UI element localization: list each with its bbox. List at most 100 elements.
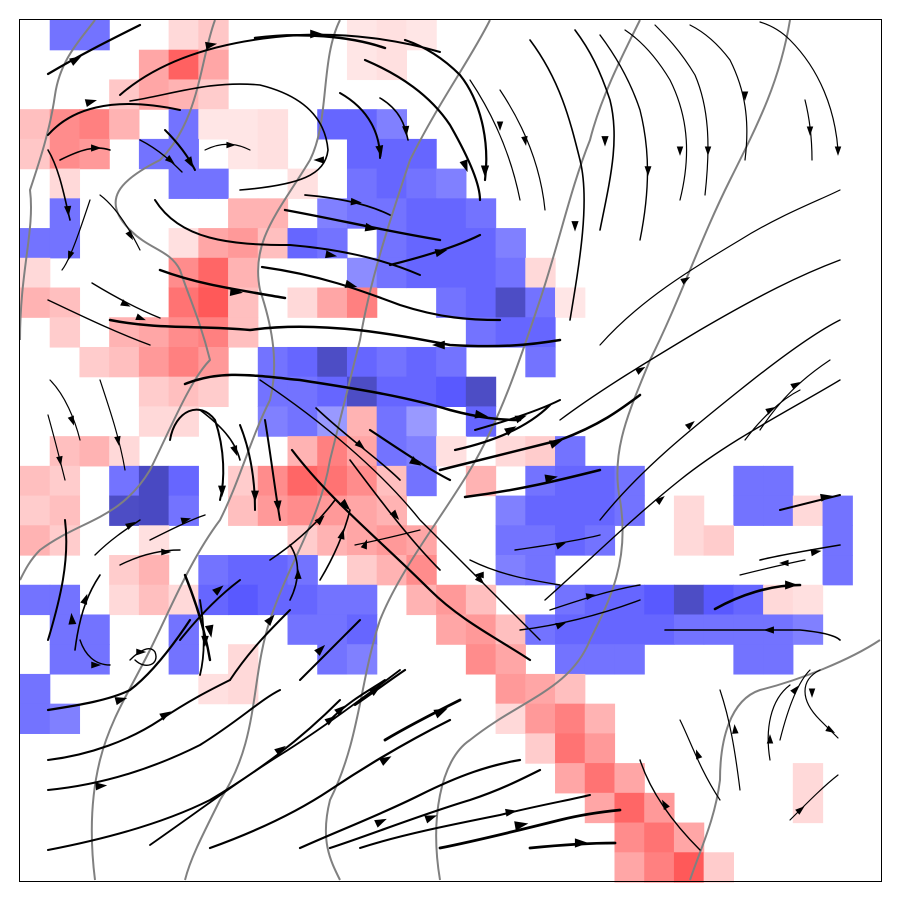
heatmap-cell-positive: [644, 822, 675, 853]
streamline-arrowhead: [409, 456, 422, 466]
heatmap-cell-negative: [317, 614, 348, 645]
heatmap-cell-negative: [317, 376, 348, 408]
streamline: [719, 689, 741, 791]
heatmap-cell-positive: [614, 852, 645, 883]
heatmap-cell-positive: [555, 287, 586, 318]
heatmap-cell-positive: [317, 287, 348, 318]
heatmap-cell-negative: [138, 495, 170, 526]
streamline-arrowhead: [704, 146, 712, 156]
streamline-arrowhead: [184, 156, 194, 169]
streamline-arrowhead: [808, 688, 816, 698]
streamline-arrowhead: [806, 126, 814, 136]
heatmap-cell-positive: [495, 644, 526, 675]
streamline: [298, 758, 522, 850]
heatmap-layer: [20, 20, 853, 883]
streamline-arrowhead: [375, 145, 384, 158]
heatmap-cell-positive: [138, 406, 170, 437]
streamline-arrowhead: [555, 622, 566, 630]
heatmap-cell-negative: [555, 465, 586, 497]
heatmap-cell-positive: [792, 763, 824, 794]
heatmap-cell-positive: [20, 525, 51, 556]
heatmap-cell-positive: [376, 555, 408, 586]
streamline-arrowhead: [424, 815, 438, 824]
streamline: [319, 509, 351, 581]
streamline-arrowhead: [496, 121, 504, 131]
streamline-arrowhead: [654, 495, 665, 506]
heatmap-cell-negative: [614, 614, 645, 645]
streamline-arrowhead: [136, 648, 147, 656]
heatmap-cell-positive: [792, 792, 824, 824]
streamline-arrowhead: [135, 313, 146, 321]
streamline: [260, 265, 502, 322]
streamline: [253, 34, 387, 50]
streamline-arrowhead: [114, 435, 121, 446]
streamline-arrowhead: [601, 136, 609, 147]
streamline-arrowhead: [795, 806, 805, 815]
streamline-arrowhead: [364, 222, 378, 232]
streamline-arrowhead: [473, 571, 484, 579]
heatmap-cell-positive: [346, 287, 378, 318]
streamline: [529, 39, 585, 321]
heatmap-cell-positive: [465, 644, 497, 675]
heatmap-cell-positive: [228, 198, 259, 229]
streamline: [59, 147, 111, 161]
contour-line: [435, 19, 791, 881]
heatmap-cell-negative: [465, 287, 497, 318]
streamline-arrowhead: [504, 426, 517, 436]
heatmap-cell-negative: [495, 257, 526, 289]
heatmap-cell-positive: [673, 495, 705, 526]
heatmap-cell-positive: [584, 733, 616, 764]
heatmap-cell-positive: [168, 287, 199, 318]
streamline-arrowhead: [389, 509, 400, 521]
streamline: [679, 719, 721, 801]
streamline-arrowhead: [834, 146, 842, 156]
streamline-arrowhead: [825, 725, 836, 733]
streamline-arrowhead: [95, 782, 108, 791]
heatmap-cell-positive: [228, 109, 259, 140]
streamline: [328, 768, 542, 850]
streamline-arrowhead: [125, 230, 133, 241]
streamline-arrowhead: [474, 574, 485, 585]
heatmap-cell-positive: [525, 733, 556, 764]
heatmap-cell-positive: [168, 20, 199, 51]
heatmap-cell-positive: [20, 287, 51, 318]
streamline-arrowhead: [212, 585, 224, 596]
heatmap-cell-negative: [20, 228, 51, 259]
heatmap-cell-negative: [346, 584, 378, 616]
heatmap-cell-positive: [346, 49, 378, 81]
streamline-arrowhead: [204, 624, 214, 638]
heatmap-cell-negative: [525, 555, 556, 586]
streamline: [779, 494, 841, 511]
streamline-arrowhead: [695, 749, 703, 760]
heatmap-cell-positive: [465, 584, 497, 616]
heatmap-cell-positive: [79, 109, 110, 140]
streamline: [624, 29, 688, 201]
streamline-arrowhead: [314, 644, 326, 656]
heatmap-cell-negative: [346, 614, 378, 645]
heatmap-cell-positive: [703, 852, 734, 883]
streamline: [574, 29, 615, 231]
streamline: [383, 698, 462, 742]
streamline-arrowhead: [334, 705, 346, 716]
heatmap-cell-positive: [109, 109, 140, 140]
heatmap-cell-negative: [584, 644, 616, 675]
heatmap-cell-positive: [20, 495, 51, 526]
heatmap-cell-negative: [376, 109, 408, 140]
heatmap-cell-negative: [465, 228, 497, 259]
heatmap-cell-negative: [763, 644, 794, 675]
heatmap-cell-positive: [138, 584, 170, 616]
heatmap-cell-negative: [436, 376, 467, 408]
streamline: [804, 669, 821, 721]
streamline-arrowhead: [205, 41, 218, 50]
heatmap-cell-negative: [376, 376, 408, 408]
streamline: [47, 699, 341, 851]
streamline-arrowhead: [661, 799, 670, 810]
streamline: [744, 389, 801, 441]
streamline-arrowhead: [67, 415, 75, 426]
heatmap-cell-negative: [584, 495, 616, 526]
streamline-arrowhead: [574, 838, 589, 848]
streamline-arrowhead: [159, 711, 172, 721]
heatmap-cell-negative: [525, 525, 556, 556]
heatmap-cell-positive: [555, 673, 586, 705]
